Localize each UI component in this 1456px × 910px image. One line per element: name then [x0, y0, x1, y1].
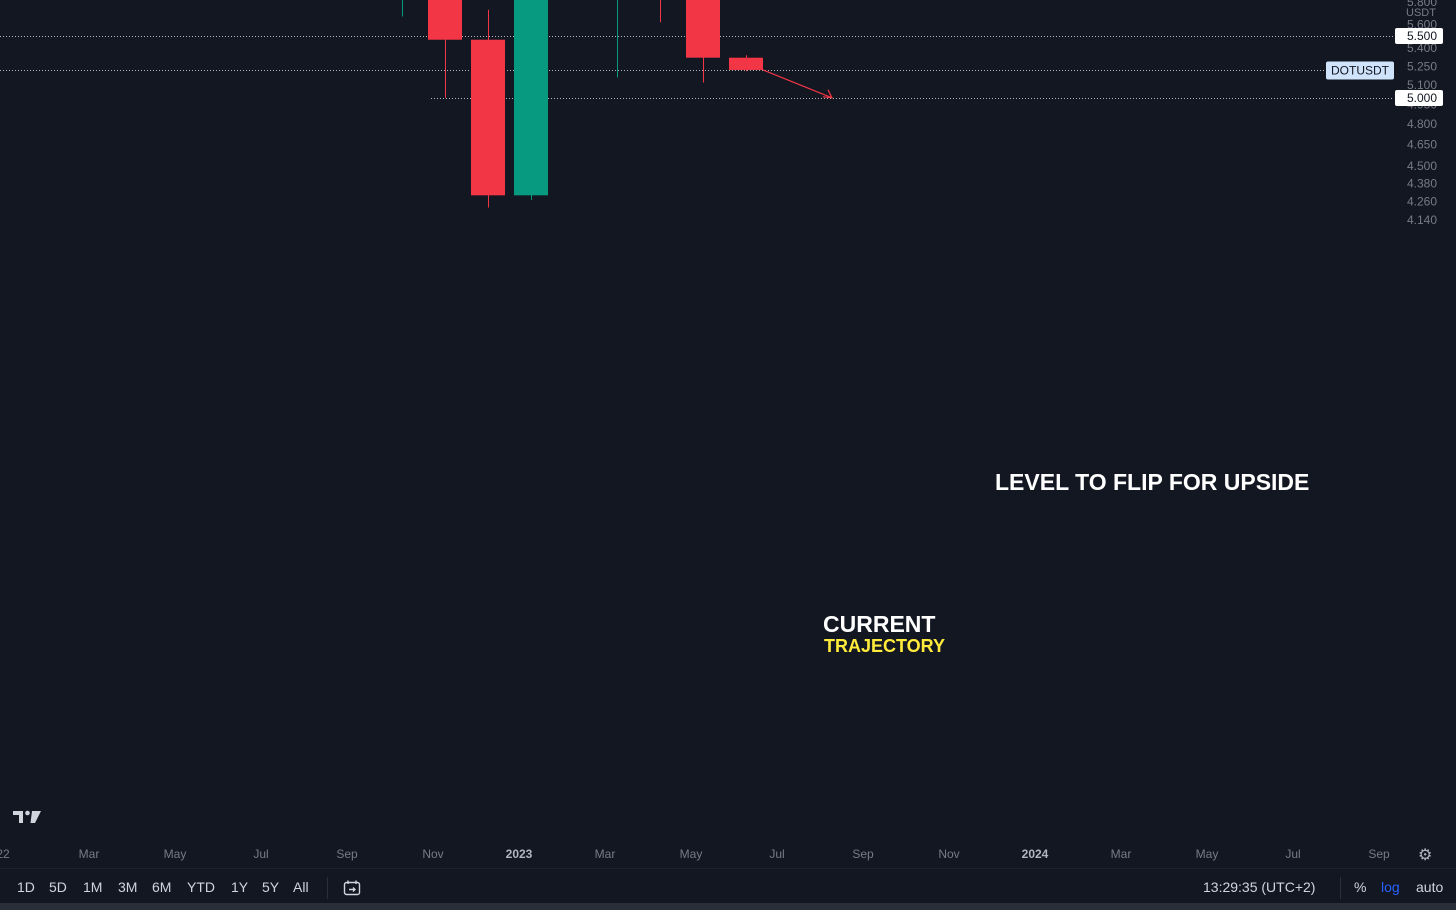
log-scale-toggle[interactable]: log — [1381, 879, 1400, 895]
candle-body — [729, 57, 763, 70]
y-tick-label: 5.100 — [1407, 78, 1437, 92]
x-tick-label: Sep — [1368, 847, 1390, 861]
trajectory-arrow — [762, 69, 833, 99]
trajectory-arrowhead — [822, 89, 834, 99]
range-1y-button[interactable]: 1Y — [231, 879, 249, 895]
y-tick-label: 5.250 — [1407, 59, 1437, 73]
x-tick-label: 2023 — [506, 847, 533, 861]
y-tick-label: 5.800 — [1407, 0, 1437, 9]
y-tick-label: 5.400 — [1407, 41, 1437, 55]
tradingview-logo-icon — [13, 810, 41, 823]
x-tick-label: May — [680, 847, 703, 861]
auto-scale-toggle[interactable]: auto — [1416, 879, 1444, 895]
y-tick-label: 4.650 — [1407, 138, 1437, 152]
level-price-label: 5.000 — [1407, 91, 1437, 105]
gear-icon[interactable]: ⚙ — [1418, 847, 1433, 864]
clock-readout[interactable]: 13:29:35 (UTC+2) — [1203, 879, 1316, 895]
y-tick-label: 4.380 — [1407, 176, 1437, 190]
percent-scale-toggle[interactable]: % — [1354, 879, 1367, 895]
symbol-label: DOTUSDT — [1331, 64, 1390, 78]
level-price-box — [1395, 28, 1443, 44]
level-price-label: 5.500 — [1407, 29, 1437, 43]
price-chart[interactable]: LEVEL TO FLIP FOR UPSIDE CURRENTTRAJECTOR… — [0, 0, 1456, 868]
flip-level-annotation: LEVEL TO FLIP FOR UPSIDE — [995, 469, 1309, 495]
x-tick-label: 2024 — [1022, 847, 1049, 861]
y-tick-label: 4.500 — [1407, 159, 1437, 173]
x-tick-label: 22 — [0, 847, 10, 861]
date-range-icon[interactable] — [343, 880, 361, 896]
level-price-box — [1395, 90, 1443, 106]
x-tick-label: Jul — [769, 847, 784, 861]
range-5d-button[interactable]: 5D — [49, 879, 67, 895]
candle-body — [686, 0, 720, 58]
x-tick-label: Jul — [1285, 847, 1300, 861]
currency-label[interactable]: USDT — [1406, 7, 1436, 19]
x-tick-label: Jul — [253, 847, 268, 861]
toolbar-divider — [327, 877, 328, 899]
x-tick-label: Sep — [852, 847, 874, 861]
range-1m-button[interactable]: 1M — [83, 879, 103, 895]
candle-body — [471, 39, 505, 196]
x-tick-label: Nov — [938, 847, 959, 861]
range-ytd-button[interactable]: YTD — [187, 879, 215, 895]
y-tick-label: 4.140 — [1407, 213, 1437, 227]
range-3m-button[interactable]: 3M — [118, 879, 138, 895]
x-tick-label: May — [1196, 847, 1219, 861]
x-tick-label: Mar — [1111, 847, 1132, 861]
y-tick-label: 4.260 — [1407, 194, 1437, 208]
range-6m-button[interactable]: 6M — [152, 879, 172, 895]
toolbar-divider — [1340, 877, 1341, 899]
candle-body — [428, 0, 462, 40]
range-5y-button[interactable]: 5Y — [262, 879, 280, 895]
trajectory-annotation-line2: TRAJECTORY — [824, 636, 945, 656]
x-tick-label: Mar — [79, 847, 100, 861]
symbol-label-box — [1326, 61, 1394, 80]
x-tick-label: May — [164, 847, 187, 861]
trajectory-annotation-line1: CURRENT — [823, 611, 935, 637]
range-all-button[interactable]: All — [293, 879, 309, 895]
y-tick-label: 4.800 — [1407, 117, 1437, 131]
x-tick-label: Nov — [422, 847, 443, 861]
x-tick-label: Sep — [336, 847, 358, 861]
bottom-border — [0, 903, 1456, 910]
x-tick-label: Mar — [595, 847, 616, 861]
candle-body — [514, 0, 548, 196]
range-1d-button[interactable]: 1D — [17, 879, 35, 895]
